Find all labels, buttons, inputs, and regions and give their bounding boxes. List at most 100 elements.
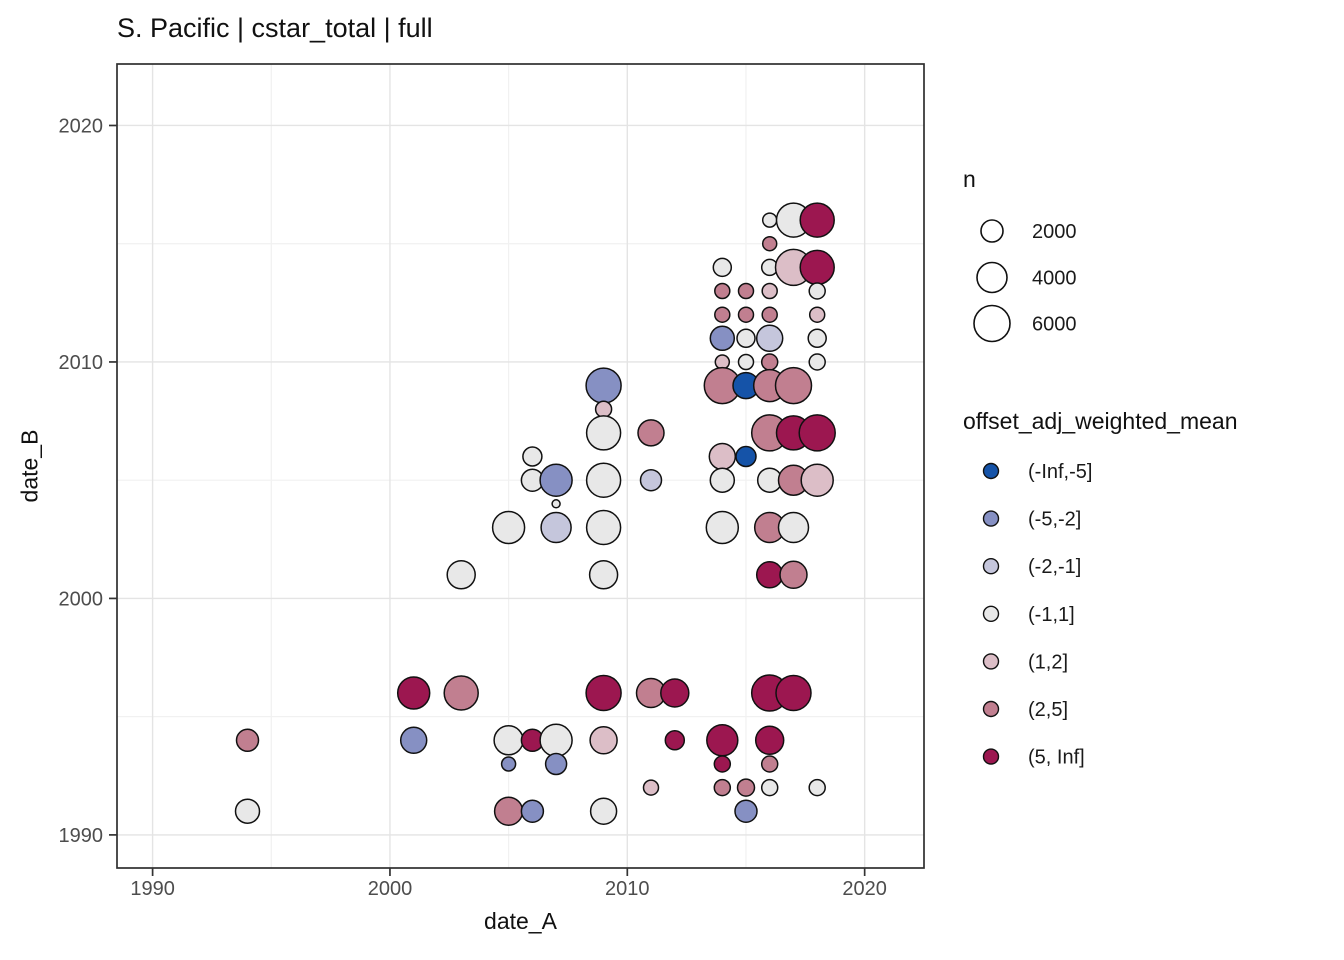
color-legend-label: (2,5] (1028, 699, 1068, 721)
data-point (713, 755, 732, 773)
data-point (539, 463, 573, 497)
data-point (551, 499, 561, 509)
size-legend-circle (980, 219, 1004, 243)
data-point (585, 674, 622, 712)
data-point (713, 778, 732, 797)
page-title: S. Pacific | cstar_total | full (117, 13, 433, 43)
data-point (761, 306, 778, 323)
data-point (808, 778, 826, 797)
x-tick-label: 2020 (842, 878, 887, 900)
data-point (594, 400, 613, 418)
data-point (736, 328, 756, 349)
data-point (735, 445, 757, 468)
data-point (808, 353, 826, 371)
color-legend-label: (-1,1] (1028, 604, 1075, 626)
data-point (761, 282, 778, 300)
data-point (589, 726, 618, 755)
data-point (639, 468, 663, 492)
data-point (760, 353, 779, 371)
data-point (544, 752, 568, 776)
data-point (777, 511, 810, 544)
data-point (399, 726, 428, 755)
data-point (798, 414, 836, 452)
data-point (760, 755, 779, 773)
color-legend-dot (982, 748, 1000, 765)
data-point (706, 724, 739, 757)
data-point (540, 511, 572, 544)
size-legend-label: 4000 (1032, 268, 1077, 290)
data-point (589, 797, 618, 825)
data-point (491, 510, 526, 545)
y-tick-label: 1990 (59, 825, 104, 847)
color-legend-label: (-5,-2] (1028, 509, 1081, 531)
color-legend-dot (982, 558, 1000, 575)
color-legend-dot (982, 462, 1000, 480)
size-legend-circle (976, 261, 1008, 294)
data-point (714, 282, 731, 300)
data-point (585, 509, 622, 546)
data-point (808, 282, 826, 300)
color-legend-title: offset_adj_weighted_mean (963, 408, 1238, 434)
y-tick-label: 2010 (59, 352, 104, 374)
data-point (775, 674, 812, 712)
data-point (808, 306, 826, 323)
y-tick-label: 2000 (59, 588, 104, 610)
data-point (539, 723, 573, 758)
color-legend-dot (982, 605, 1000, 622)
data-point (712, 257, 733, 278)
data-point (500, 756, 517, 772)
data-point (737, 282, 755, 300)
data-point (761, 235, 778, 252)
color-legend-dot (982, 653, 1000, 670)
data-point (737, 353, 755, 371)
x-tick-label: 1990 (130, 878, 175, 900)
data-point (522, 446, 543, 467)
data-point (734, 799, 758, 823)
data-point (585, 367, 622, 404)
data-point (736, 778, 756, 797)
color-legend-label: (1,2] (1028, 651, 1068, 673)
data-point (737, 306, 755, 323)
color-legend-dot (982, 510, 1000, 527)
data-point (760, 778, 779, 797)
panel-border (116, 63, 925, 869)
data-point (754, 725, 785, 756)
y-tick-label: 2020 (59, 115, 104, 137)
x-tick-label: 2010 (605, 878, 650, 900)
size-legend-label: 6000 (1032, 314, 1077, 336)
data-point (755, 324, 784, 353)
data-point (235, 728, 260, 753)
data-point (800, 463, 834, 497)
data-point (234, 798, 261, 824)
size-legend-title: n (963, 166, 976, 192)
data-point (493, 725, 524, 756)
x-tick-label: 2000 (368, 878, 413, 900)
data-point (493, 796, 524, 826)
data-point (779, 560, 808, 590)
data-point (396, 676, 431, 710)
x-axis-title: date_A (484, 908, 557, 934)
size-legend-circle (973, 304, 1011, 343)
data-point (705, 510, 740, 545)
data-point (709, 467, 736, 493)
data-point (799, 202, 835, 238)
data-point (642, 779, 660, 796)
data-point (446, 560, 476, 590)
color-legend-dot (982, 700, 1000, 718)
data-point (709, 325, 736, 352)
size-legend-label: 2000 (1032, 221, 1077, 243)
data-point (660, 678, 690, 708)
data-point (755, 561, 784, 589)
data-point (761, 212, 778, 228)
data-point (585, 415, 622, 451)
color-legend-label: (5, Inf] (1028, 747, 1085, 769)
data-point (443, 675, 479, 711)
data-point (664, 730, 686, 751)
data-point (708, 442, 737, 471)
data-point (807, 328, 827, 349)
data-point (637, 419, 665, 447)
data-point (714, 306, 731, 323)
data-point (520, 799, 545, 823)
data-point (585, 462, 622, 498)
